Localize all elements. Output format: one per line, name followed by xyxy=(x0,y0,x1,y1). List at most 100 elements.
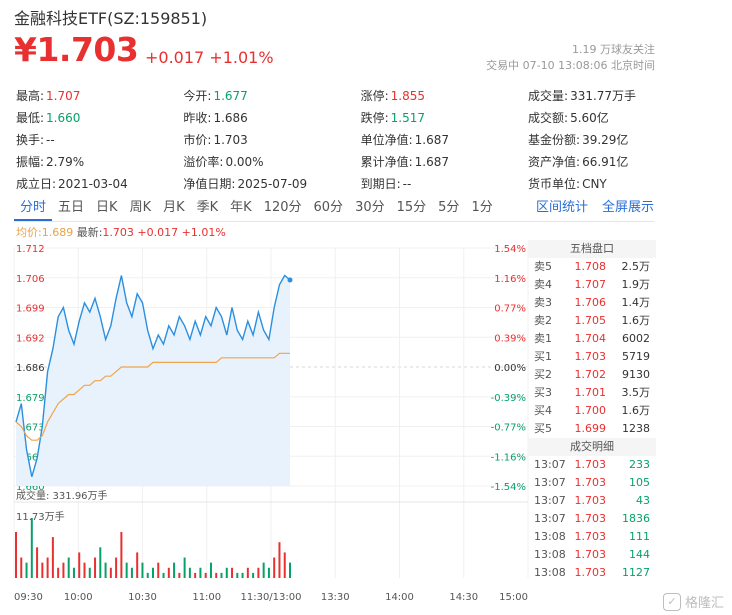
volume-bar xyxy=(220,572,223,578)
stat-value: 1.660 xyxy=(46,111,81,125)
volume-bar xyxy=(15,531,17,578)
stat-value: 2.79% xyxy=(46,155,85,169)
volume-bar xyxy=(141,562,144,578)
volume-bar xyxy=(215,572,218,578)
range-stats-link[interactable]: 区间统计 xyxy=(535,200,588,215)
ob-price: 1.702 xyxy=(574,368,607,381)
tab-0[interactable]: 分时 xyxy=(14,197,53,221)
trade-time: 13:07 xyxy=(534,476,566,489)
ob-qty: 9130 xyxy=(622,368,650,381)
trade-row: 13:07 1.703 233 xyxy=(528,456,656,474)
stat-cell: 最低: 1.660 xyxy=(16,107,183,129)
trade-time: 13:08 xyxy=(534,530,566,543)
fullscreen-link[interactable]: 全屏展示 xyxy=(601,200,654,215)
x-tick: 14:30 xyxy=(449,592,478,603)
stat-value: 1.686 xyxy=(213,111,248,125)
stat-cell: 基金份额: 39.29亿 xyxy=(528,129,656,151)
volume-bar xyxy=(236,572,239,578)
stat-value: CNY xyxy=(582,177,607,191)
tab-11[interactable]: 5分 xyxy=(438,200,460,215)
stat-cell: 最高: 1.707 xyxy=(16,85,183,107)
y-tick-right: -1.54% xyxy=(491,482,526,493)
volume-bar xyxy=(136,552,139,578)
volume-bar xyxy=(94,557,97,578)
stat-value: 1.687 xyxy=(414,133,450,147)
ob-price: 1.705 xyxy=(574,314,607,327)
trade-row: 13:08 1.703 111 xyxy=(528,528,656,546)
stat-value: -- xyxy=(402,177,412,191)
followers-count: 1.19 万球友关注 xyxy=(572,43,655,56)
y-tick-right: 0.77% xyxy=(494,304,526,315)
stat-row: 最高: 1.707 今开: 1.677 涨停: 1.855 成交量: 331.77万手 xyxy=(16,85,656,107)
volume-bar xyxy=(104,562,107,578)
tab-6[interactable]: 年K xyxy=(230,200,252,215)
stat-value: 1.855 xyxy=(390,89,426,103)
tab-12[interactable]: 1分 xyxy=(471,200,493,215)
tab-3[interactable]: 周K xyxy=(129,200,152,215)
tab-1[interactable]: 五日 xyxy=(58,200,85,215)
stat-cell: 成交额: 5.60亿 xyxy=(528,107,656,129)
volume-bar xyxy=(72,567,75,578)
trade-vol: 105 xyxy=(629,476,650,489)
trade-time: 13:07 xyxy=(534,494,566,507)
trade-price: 1.703 xyxy=(574,548,607,561)
trade-time: 13:08 xyxy=(534,566,566,579)
stats-grid: 最高: 1.707 今开: 1.677 涨停: 1.855 成交量: 331.77万手 最低: 1… xyxy=(16,85,656,195)
trade-time: 13:07 xyxy=(534,512,566,525)
order-book-row: 卖3 1.706 1.4万 xyxy=(528,294,656,312)
y-tick-left: 1.686 xyxy=(16,363,45,374)
y-tick-left: 1.712 xyxy=(16,244,45,255)
ob-price: 1.701 xyxy=(574,386,607,399)
x-tick: 14:00 xyxy=(385,592,414,603)
intraday-chart[interactable]: 1.712 1.54% 1.706 1.16% 1.699 0.77% 1.692 0.39%… xyxy=(0,238,530,610)
latest-point xyxy=(287,277,293,283)
volume-bar xyxy=(36,547,39,578)
tab-5[interactable]: 季K xyxy=(196,200,219,215)
stat-row: 成立日: 2021-03-04 净值日期: 2025-07-09 到期日: -- 货币单位:… xyxy=(16,173,656,195)
tab-4[interactable]: 月K xyxy=(163,200,185,215)
tab-2[interactable]: 日K xyxy=(96,200,118,215)
x-tick: 15:00 xyxy=(499,592,528,603)
volume-bar xyxy=(194,572,197,578)
ob-label: 卖4 xyxy=(534,278,552,291)
y-tick-right: 1.16% xyxy=(494,274,526,285)
stat-cell: 换手: -- xyxy=(16,129,183,151)
stat-cell: 单位净值: 1.687 xyxy=(361,129,528,151)
y-tick-right: -0.39% xyxy=(491,393,526,404)
tab-8[interactable]: 60分 xyxy=(313,200,344,215)
trade-price: 1.703 xyxy=(574,494,607,507)
ob-price: 1.706 xyxy=(574,296,607,309)
legend-latest-value: 1.703 +0.017 +1.01% xyxy=(102,226,226,239)
tab-10[interactable]: 15分 xyxy=(396,200,427,215)
trade-row: 13:08 1.703 144 xyxy=(528,546,656,564)
stat-label: 昨收: xyxy=(183,111,212,125)
stat-value: 39.29亿 xyxy=(582,133,629,147)
volume-bar xyxy=(173,562,176,578)
stat-label: 资产净值: xyxy=(528,155,581,169)
trade-price: 1.703 xyxy=(574,566,607,579)
stat-label: 净值日期: xyxy=(183,177,236,191)
order-book-row: 买4 1.700 1.6万 xyxy=(528,402,656,420)
volume-bar xyxy=(246,567,249,578)
volume-bar xyxy=(130,567,133,578)
stat-value: 1.517 xyxy=(390,111,426,125)
volume-bar xyxy=(204,572,207,578)
ob-price: 1.699 xyxy=(574,422,607,435)
stat-cell: 涨停: 1.855 xyxy=(361,85,528,107)
tab-7[interactable]: 120分 xyxy=(263,200,302,215)
trade-vol: 144 xyxy=(629,548,650,561)
stat-cell: 昨收: 1.686 xyxy=(183,107,360,129)
stat-label: 跌停: xyxy=(360,111,389,125)
ob-label: 买1 xyxy=(534,350,552,363)
watermark-text: 格隆汇 xyxy=(684,596,724,611)
stat-label: 最低: xyxy=(16,111,45,125)
volume-bar xyxy=(99,547,102,578)
volume-bar xyxy=(88,567,91,578)
order-book-row: 卖1 1.704 6002 xyxy=(528,330,656,348)
volume-bar xyxy=(199,567,202,578)
trade-row: 13:07 1.703 1836 xyxy=(528,510,656,528)
current-price: ¥1.703 xyxy=(14,30,139,69)
volume-bar xyxy=(231,567,234,578)
tab-9[interactable]: 30分 xyxy=(355,200,385,215)
volume-bar xyxy=(225,567,228,578)
